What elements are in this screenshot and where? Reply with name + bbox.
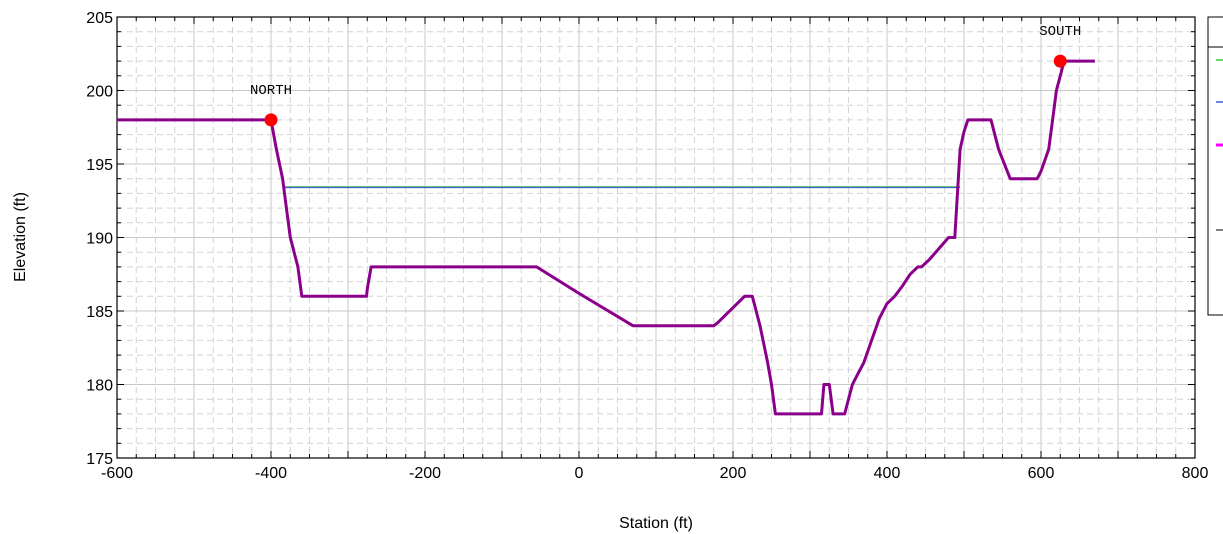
y-tick-label: 180 (86, 378, 113, 395)
axis-ticks (116, 16, 1196, 459)
y-tick-label: 195 (86, 157, 113, 174)
x-axis-title: Station (ft) (619, 515, 693, 532)
y-tick-label: 205 (86, 10, 113, 27)
marker-layer (264, 54, 1067, 127)
bank-label: NORTH (250, 83, 292, 99)
legend-box (1207, 16, 1223, 316)
y-axis-title: Elevation (ft) (12, 192, 29, 282)
y-tick-label: 190 (86, 231, 113, 248)
x-tick-label: 800 (1182, 465, 1209, 482)
annotation-layer: NORTH SOUTH (250, 24, 1081, 99)
x-tick-labels: -600 -400 -200 0 200 400 600 800 (101, 465, 1208, 482)
x-tick-label: -600 (101, 465, 133, 482)
legend-swatches (1216, 59, 1223, 147)
x-tick-label: 0 (575, 465, 584, 482)
bank-label: SOUTH (1039, 24, 1081, 40)
bank-station-marker (264, 113, 278, 127)
ground-profile-line (117, 59, 1095, 416)
legend (1207, 16, 1223, 316)
y-tick-labels: 175 180 185 190 195 200 205 (86, 10, 113, 468)
bank-station-marker (1053, 54, 1067, 68)
y-tick-label: 200 (86, 84, 113, 101)
x-tick-label: 400 (874, 465, 901, 482)
y-tick-label: 175 (86, 451, 113, 468)
y-tick-label: 185 (86, 304, 113, 321)
x-tick-label: -200 (409, 465, 441, 482)
x-tick-label: 600 (1028, 465, 1055, 482)
x-tick-label: -400 (255, 465, 287, 482)
x-tick-label: 200 (720, 465, 747, 482)
grid (117, 17, 1195, 458)
series-layer (117, 59, 1095, 416)
